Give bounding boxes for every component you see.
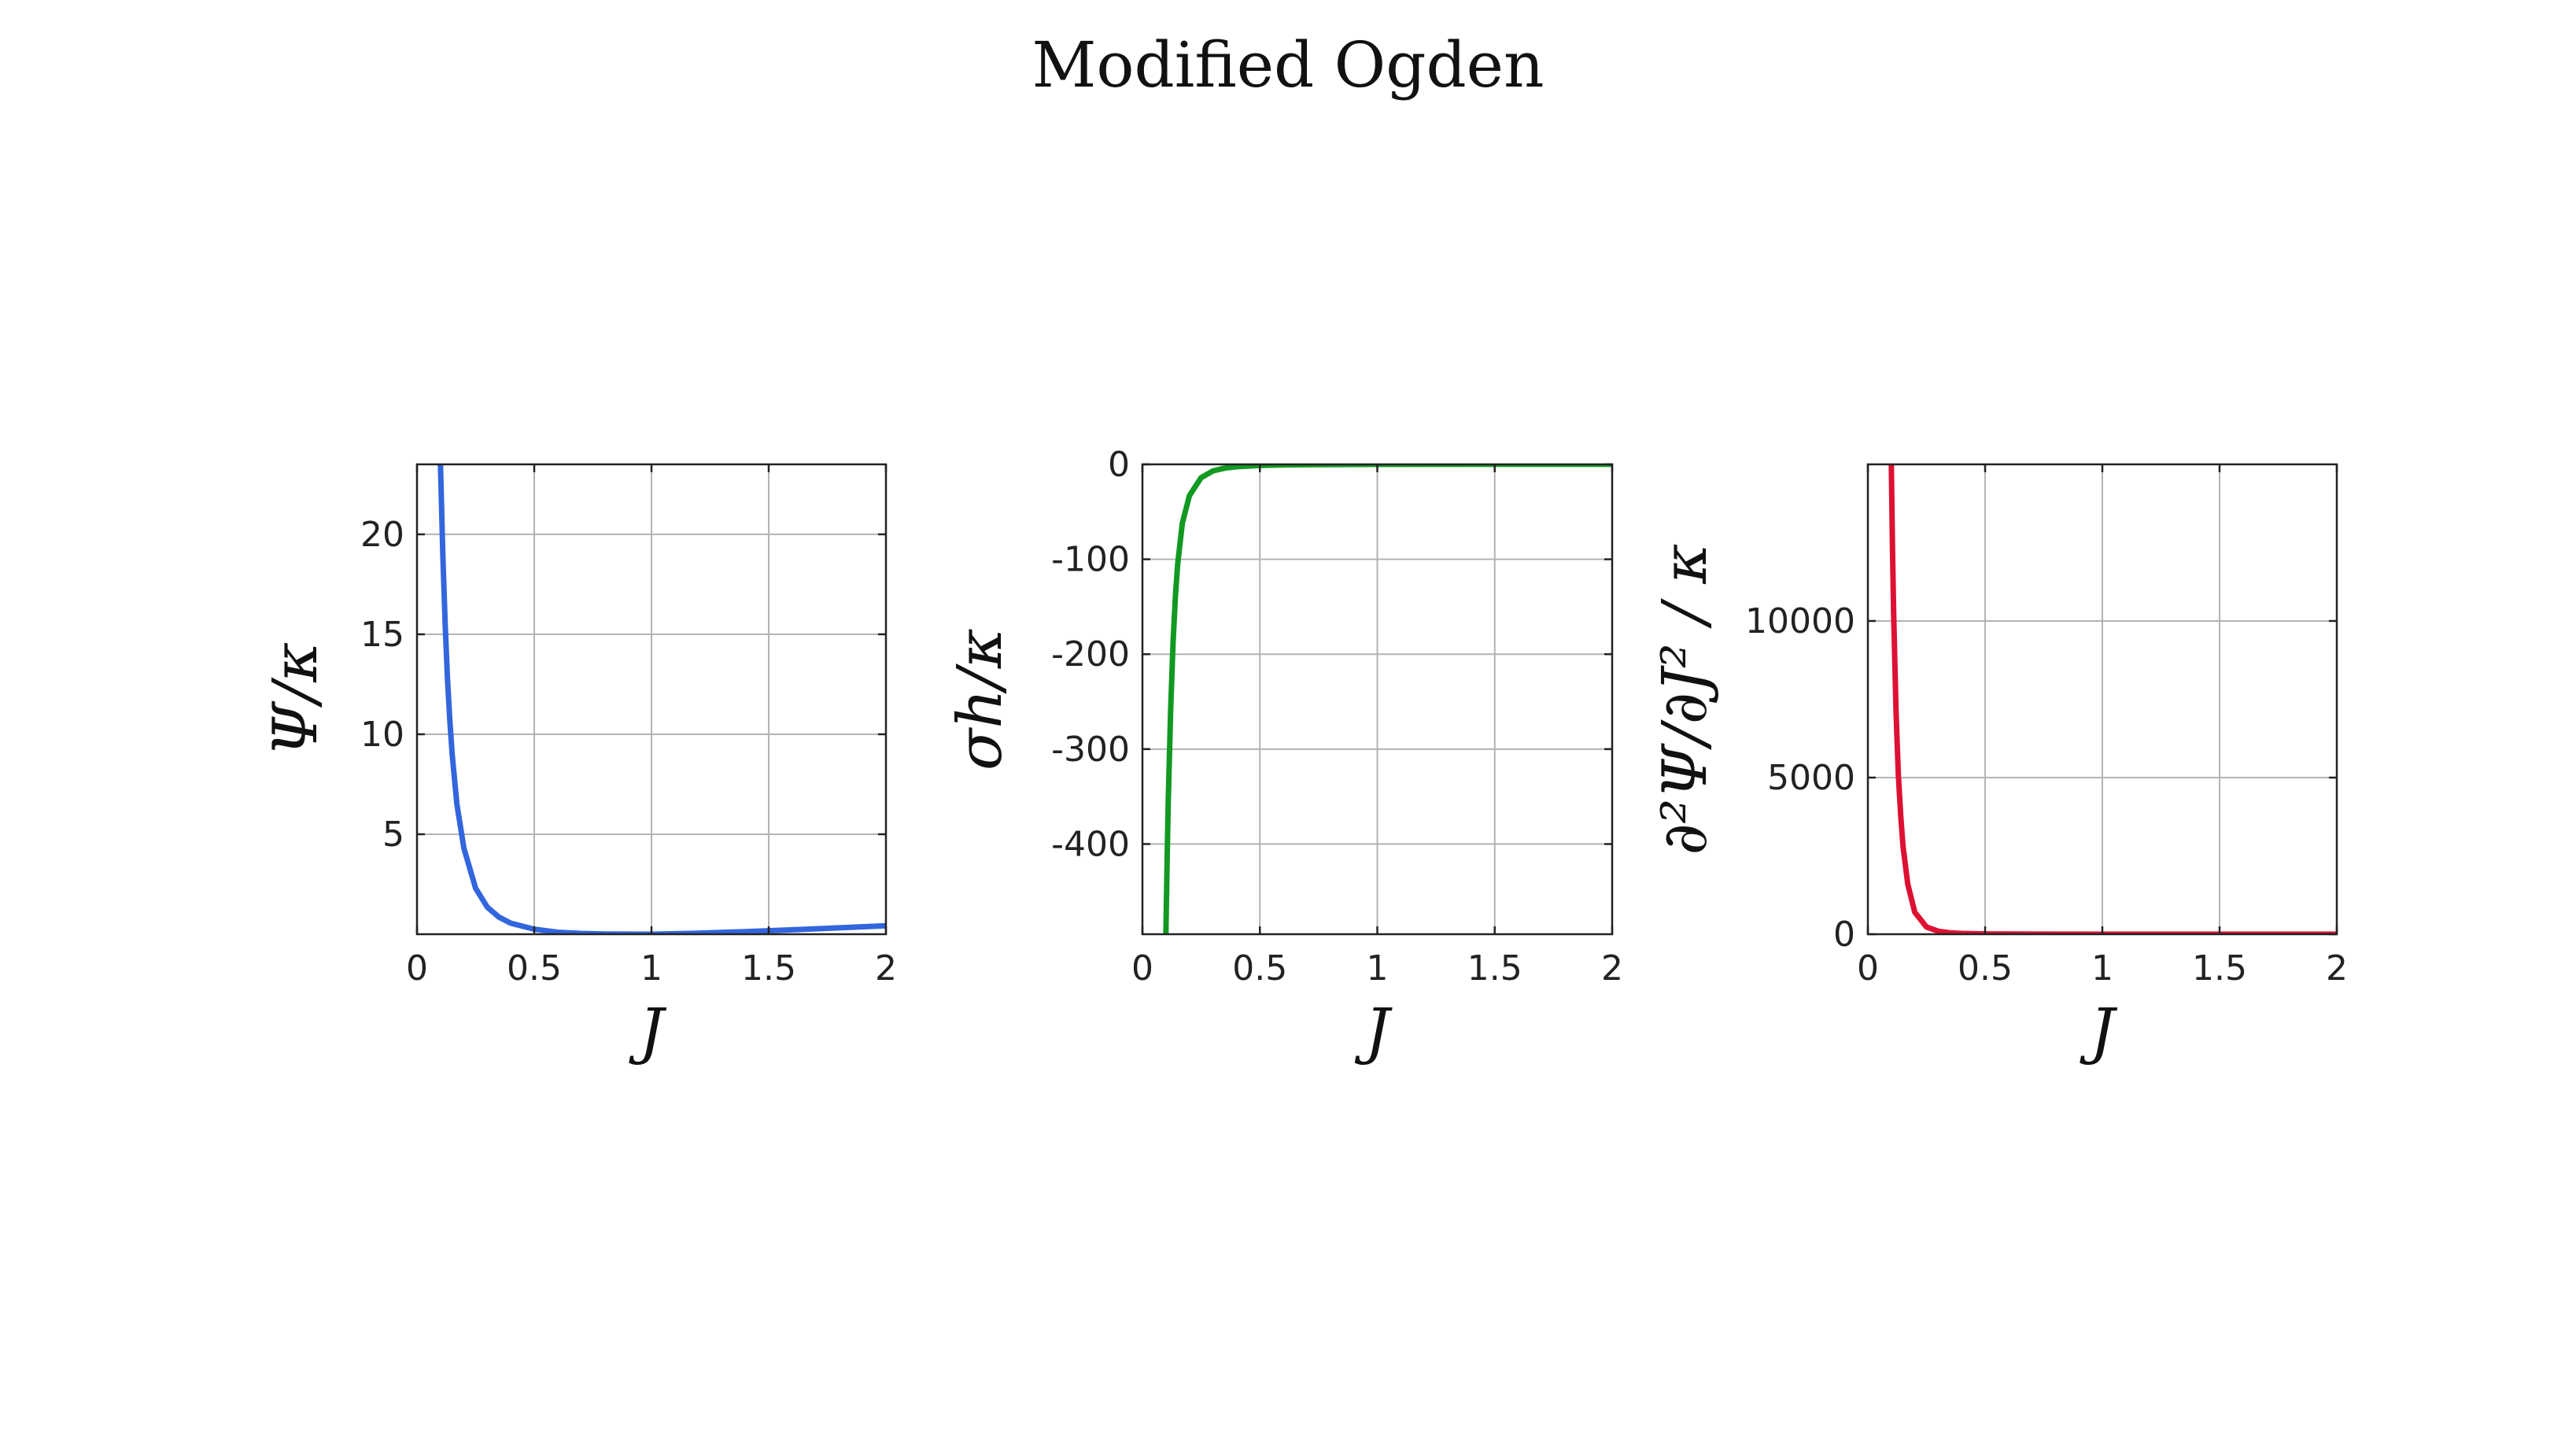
hessian-xtick-label: 1 bbox=[2091, 948, 2113, 989]
hessian-xtick-label: 2 bbox=[2326, 948, 2348, 989]
stress-ytick-label: -100 bbox=[1051, 540, 1130, 580]
stress-curve bbox=[1163, 464, 1612, 934]
psi-xtick-label: 0 bbox=[406, 948, 428, 989]
hessian-y-axis-label: ∂²Ψ/∂J² / κ bbox=[1650, 543, 1721, 855]
psi-ytick-label: 15 bbox=[360, 615, 404, 655]
hessian-x-axis-label: J bbox=[2079, 996, 2117, 1067]
stress-x-axis-label: J bbox=[1354, 996, 1393, 1067]
psi-xtick-label: 0.5 bbox=[507, 948, 562, 989]
stress-y-axis-label: σh/κ bbox=[945, 628, 1016, 771]
hydrostatic-stress-panel: 0 0.5 1 1.5 2 0 -100 -200 -300 -400 Jσh/κ bbox=[945, 445, 1623, 1067]
hessian-curve bbox=[1888, 464, 2337, 934]
stress-xtick-label: 0 bbox=[1131, 948, 1153, 989]
psi-xtick-label: 1.5 bbox=[741, 948, 796, 989]
psi-ytick-label: 20 bbox=[360, 515, 404, 555]
psi-y-axis-label: Ψ/κ bbox=[260, 642, 331, 757]
psi-ytick-label: 5 bbox=[382, 815, 404, 855]
hessian-xtick-label: 1.5 bbox=[2192, 948, 2247, 989]
stress-ytick-label: -200 bbox=[1051, 634, 1130, 674]
psi-energy-panel: 0 0.5 1 1.5 2 5 10 15 20 J Ψ/κ bbox=[260, 463, 897, 1067]
stress-ytick-label: -400 bbox=[1051, 824, 1130, 864]
hessian-xtick-label: 0.5 bbox=[1958, 948, 2013, 989]
stress-ytick-label: 0 bbox=[1108, 445, 1130, 485]
hessian-ytick-label: 10000 bbox=[1745, 601, 1855, 641]
psi-xtick-label: 1 bbox=[640, 948, 662, 989]
figure-title: Modified Ogden bbox=[1032, 28, 1544, 102]
stress-xtick-label: 1.5 bbox=[1467, 948, 1522, 989]
stress-ytick-label: -300 bbox=[1051, 730, 1130, 770]
hessian-ytick-label: 0 bbox=[1833, 915, 1855, 955]
psi-curve bbox=[437, 464, 886, 934]
second-derivative-panel: 0 0.5 1 1.5 2 0 5000 10000 J ∂²Ψ/∂J² / κ bbox=[1650, 463, 2348, 1067]
stress-xtick-label: 1 bbox=[1367, 948, 1389, 989]
stress-xtick-label: 2 bbox=[1601, 948, 1623, 989]
hessian-xtick-label: 0 bbox=[1857, 948, 1879, 989]
psi-x-axis-label: J bbox=[628, 996, 666, 1067]
stress-xtick-label: 0.5 bbox=[1232, 948, 1287, 989]
hessian-ytick-label: 5000 bbox=[1767, 758, 1855, 798]
psi-ytick-label: 10 bbox=[360, 715, 404, 755]
psi-xtick-label: 2 bbox=[875, 948, 897, 989]
